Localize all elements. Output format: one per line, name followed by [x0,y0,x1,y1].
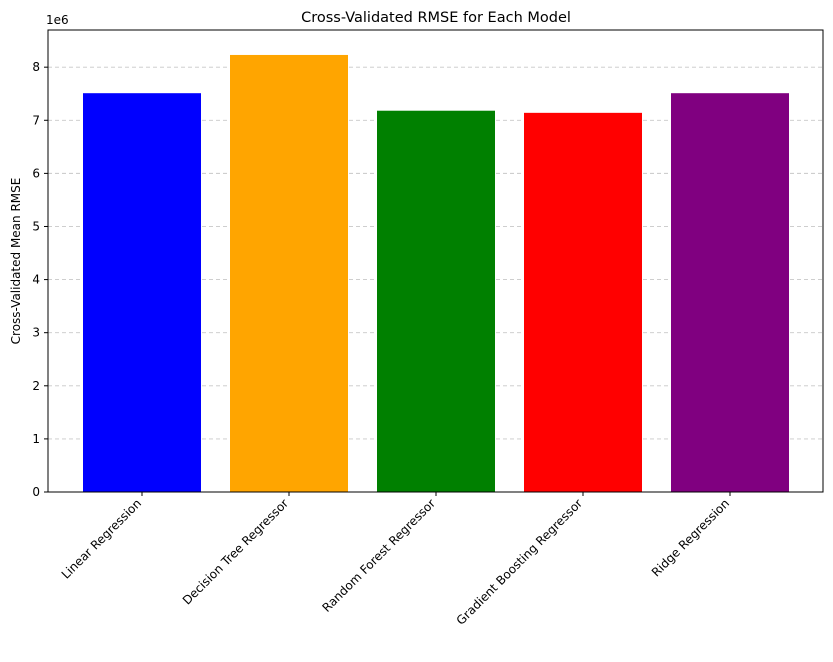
y-axis-label: Cross-Validated Mean RMSE [9,178,23,345]
bar [230,54,348,493]
y-tick-label: 0 [32,485,40,499]
bar [83,93,201,492]
x-tick-label: Linear Regression [59,496,144,581]
y-tick-label: 5 [32,219,40,233]
y-axis-ticks: 0 1 2 3 4 5 6 7 8 [32,60,48,499]
y-tick-label: 8 [32,60,40,74]
x-tick-label: Random Forest Regressor [319,496,438,615]
bar [377,110,495,493]
bars [83,54,789,493]
y-tick-label: 6 [32,166,40,180]
y-tick-label: 4 [32,273,40,287]
bar [524,112,642,493]
y-tick-label: 2 [32,379,40,393]
bar [671,93,789,492]
x-tick-label: Decision Tree Regressor [180,496,291,607]
chart-title: Cross-Validated RMSE for Each Model [301,10,571,26]
x-tick-label: Ridge Regression [649,496,732,579]
y-offset-label: 1e6 [46,13,69,27]
x-tick-label: Gradient Boosting Regressor [454,496,586,628]
y-tick-label: 7 [32,113,40,127]
y-tick-label: 1 [32,432,40,446]
y-tick-label: 3 [32,326,40,340]
x-axis-ticks: Linear Regression Decision Tree Regressor… [59,492,732,628]
